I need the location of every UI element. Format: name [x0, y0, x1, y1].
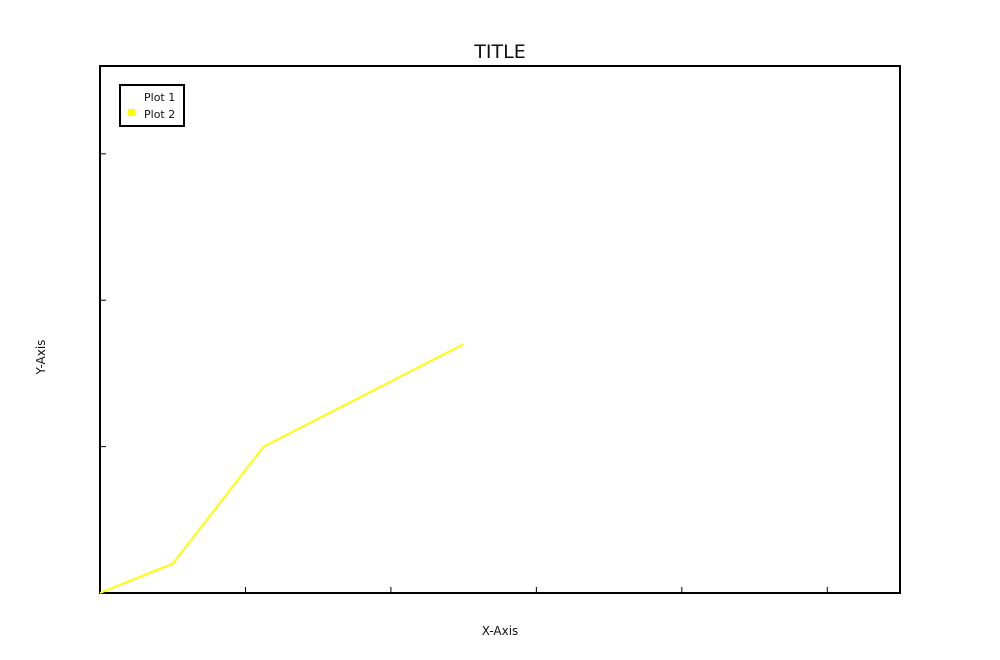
chart-title: TITLE — [473, 41, 525, 63]
legend-swatch-plot-1 — [128, 93, 134, 99]
x-axis-label: X-Axis — [482, 624, 519, 638]
y-axis-label: Y-Axis — [34, 340, 48, 376]
series-line-2 — [99, 343, 465, 594]
legend-label-plot-1: Plot 1 — [144, 91, 175, 104]
x-axis-ticks — [99, 587, 828, 593]
legend-box — [119, 84, 185, 127]
plot-area-frame — [99, 65, 901, 594]
series-layer — [99, 343, 465, 594]
legend-swatch-plot-2 — [128, 109, 135, 116]
legend-label-plot-2: Plot 2 — [144, 108, 175, 121]
legend: Plot 1 Plot 2 — [119, 84, 185, 127]
